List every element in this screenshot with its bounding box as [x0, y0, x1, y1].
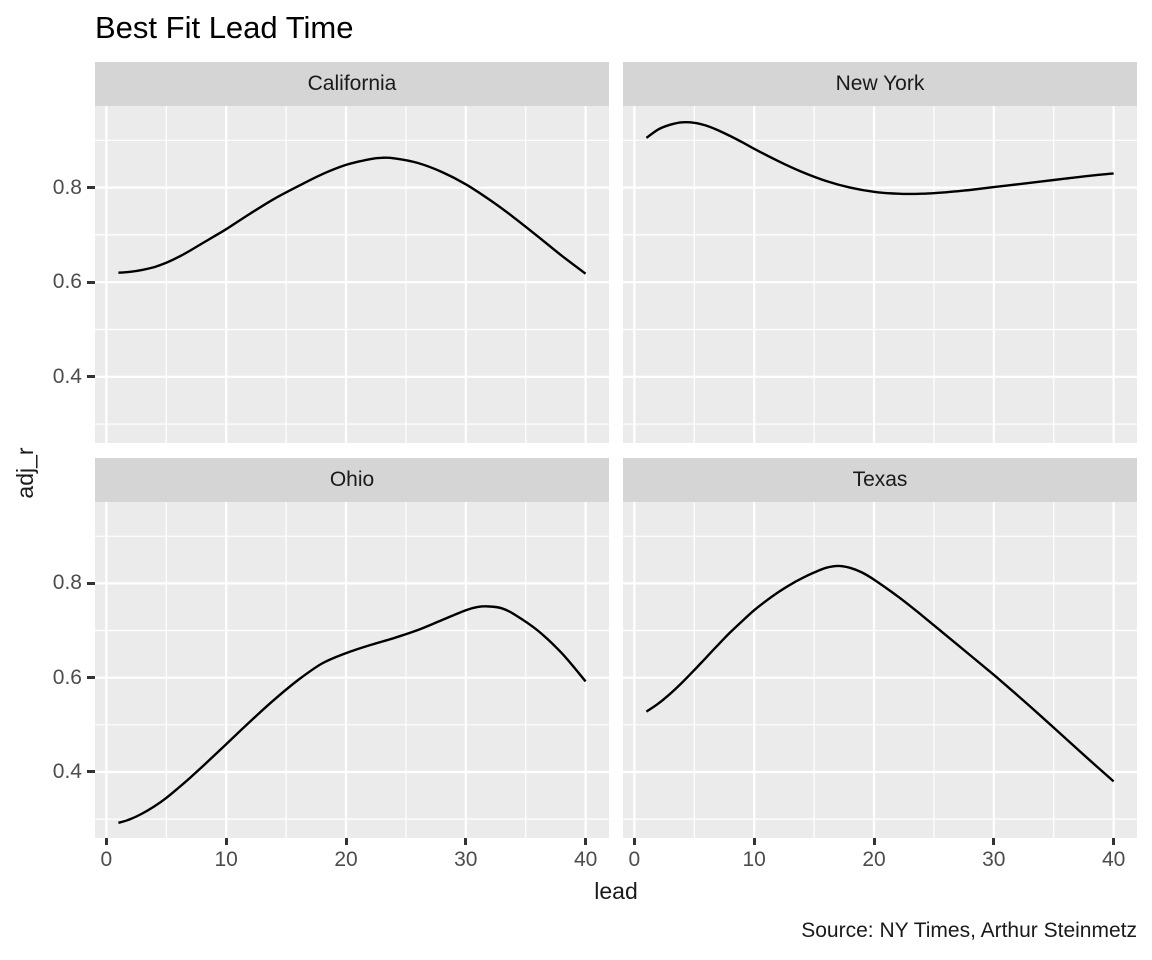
y-tick-mark — [87, 581, 95, 585]
facet-strip-label: Ohio — [329, 468, 375, 491]
x-tick-label: 30 — [454, 848, 478, 871]
x-tick-mark — [632, 838, 636, 845]
facet-panel-california — [95, 106, 609, 443]
smooth-line-ohio — [118, 605, 587, 825]
y-tick-label: 0.8 — [52, 175, 82, 199]
x-tick-label: 40 — [1101, 848, 1126, 871]
facet-strip-label: Texas — [852, 468, 908, 491]
facet-strip: Ohio — [95, 458, 609, 502]
x-tick-mark — [584, 838, 588, 845]
y-tick-label: 0.6 — [52, 270, 82, 294]
panel-background — [623, 106, 1137, 443]
smooth-line-new-york — [645, 120, 1114, 196]
x-tick-label: 30 — [982, 848, 1006, 871]
smooth-line-california — [118, 156, 587, 275]
facet-panel-texas — [623, 502, 1137, 838]
y-tick-mark — [87, 186, 95, 190]
facet-texas: Texas — [623, 458, 1137, 838]
x-tick-mark — [344, 838, 348, 845]
x-tick-mark — [1112, 838, 1116, 845]
y-tick-label: 0.4 — [52, 364, 82, 388]
y-tick-label: 0.8 — [52, 571, 82, 595]
y-tick-label: 0.6 — [52, 665, 82, 689]
x-tick-mark — [224, 838, 228, 845]
x-tick-mark — [992, 838, 996, 845]
chart-title: Best Fit Lead Time — [95, 10, 354, 45]
facet-strip-label: California — [307, 72, 397, 95]
x-tick-label: 0 — [628, 848, 641, 871]
x-tick-label: 0 — [100, 848, 113, 871]
panel-background — [95, 502, 609, 838]
x-tick-mark — [464, 838, 468, 845]
facet-strip: California — [95, 62, 609, 106]
x-tick-label: 40 — [573, 848, 598, 871]
y-tick-mark — [87, 375, 95, 379]
y-tick-label: 0.4 — [52, 759, 82, 783]
x-tick-mark — [104, 838, 108, 845]
panel-background — [95, 106, 609, 443]
x-tick-mark — [872, 838, 876, 845]
facet-new-york: New York — [623, 62, 1137, 443]
x-tick-label: 20 — [862, 848, 886, 871]
y-axis-title: adj_r — [12, 447, 38, 499]
facet-strip: Texas — [623, 458, 1137, 502]
y-tick-mark — [87, 770, 95, 774]
facet-ohio: Ohio — [95, 458, 609, 838]
panel-background — [623, 502, 1137, 838]
smooth-line-texas — [645, 564, 1115, 783]
x-tick-label: 20 — [334, 848, 358, 871]
y-tick-mark — [87, 676, 95, 680]
facet-strip: New York — [623, 62, 1137, 106]
facet-california: California — [95, 62, 609, 443]
facet-panel-ohio — [95, 502, 609, 838]
facet-panel-new-york — [623, 106, 1137, 443]
y-tick-mark — [87, 280, 95, 284]
x-axis-title: lead — [594, 878, 638, 904]
x-tick-mark — [752, 838, 756, 845]
source-caption: Source: NY Times, Arthur Steinmetz — [801, 919, 1137, 942]
x-tick-label: 10 — [742, 848, 766, 871]
x-tick-label: 10 — [214, 848, 238, 871]
facet-strip-label: New York — [835, 72, 925, 95]
